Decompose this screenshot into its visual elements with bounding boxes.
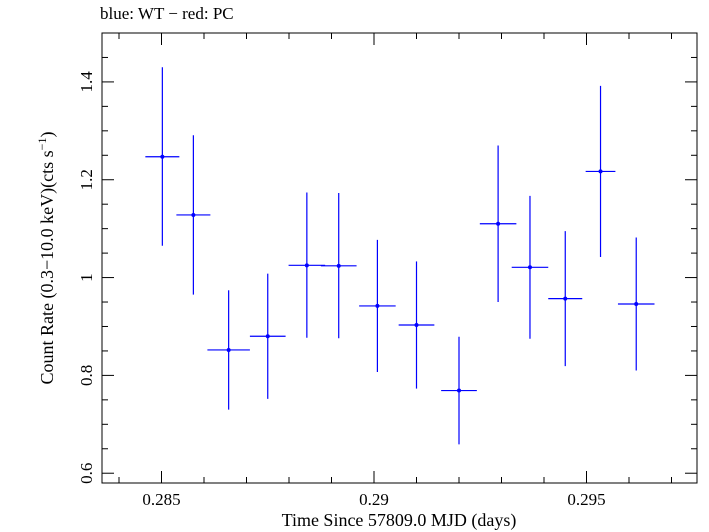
y-axis-label: Count Rate (0.3−10.0 keV)(cts s−1): [35, 132, 58, 385]
data-series-wt: [145, 67, 655, 445]
data-point: [634, 301, 639, 306]
data-point: [160, 154, 165, 159]
plot-frame: [101, 32, 698, 484]
data-point: [598, 169, 603, 174]
y-tick-label: 1: [77, 273, 96, 282]
data-point: [336, 263, 341, 268]
y-tick-label: 0.8: [77, 365, 96, 386]
y-axis-label-main: Count Rate (0.3−10.0 keV)(cts s: [37, 150, 58, 384]
chart-title: blue: WT − red: PC: [100, 4, 234, 23]
y-axis-label-superscript: −1: [35, 138, 49, 151]
data-point: [375, 303, 380, 308]
y-axis-ticks: 0.6 0.8 1 1.2 1.4: [77, 32, 697, 484]
x-axis-ticks: 0.285 0.29 0.295: [118, 33, 672, 509]
y-axis-label-close: ): [37, 132, 58, 138]
x-axis-label: Time Since 57809.0 MJD (days): [282, 510, 517, 531]
data-point: [496, 221, 501, 226]
y-tick-label: 0.6: [77, 463, 96, 484]
x-tick-label: 0.29: [359, 490, 389, 509]
data-point: [191, 212, 196, 217]
y-tick-label: 1.2: [77, 169, 96, 190]
data-point: [265, 334, 270, 339]
x-tick-label: 0.285: [142, 490, 180, 509]
data-point: [304, 263, 309, 268]
data-point: [457, 388, 461, 393]
y-tick-label: 1.4: [77, 71, 96, 93]
data-point: [527, 265, 532, 270]
data-point: [226, 347, 231, 352]
data-point: [563, 296, 568, 301]
data-point: [414, 323, 419, 328]
x-tick-label: 0.295: [567, 490, 605, 509]
